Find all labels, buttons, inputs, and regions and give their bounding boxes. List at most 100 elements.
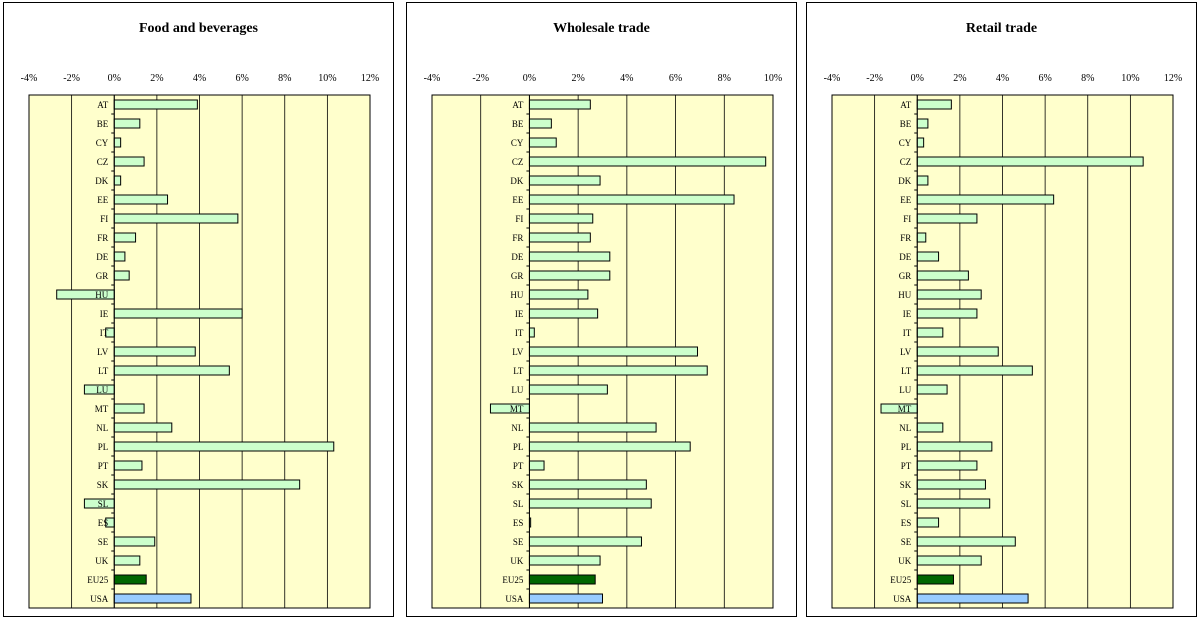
bar bbox=[113, 479, 301, 490]
x-tick-label: 2% bbox=[953, 73, 966, 84]
x-tick-label: -4% bbox=[21, 73, 38, 84]
category-label: UK bbox=[898, 556, 911, 566]
category-label: FR bbox=[97, 233, 108, 243]
bar bbox=[528, 308, 599, 319]
bar bbox=[916, 289, 982, 300]
x-tick-label: 0% bbox=[911, 73, 924, 84]
category-label: BE bbox=[900, 119, 912, 129]
bar bbox=[113, 137, 122, 148]
x-tick-label: 6% bbox=[1038, 73, 1051, 84]
category-label: PL bbox=[901, 442, 912, 452]
bar bbox=[916, 308, 978, 319]
bar bbox=[916, 346, 999, 357]
category-label: USA bbox=[505, 594, 524, 604]
bar bbox=[113, 156, 145, 167]
bar bbox=[113, 346, 196, 357]
bar bbox=[113, 194, 169, 205]
bar bbox=[113, 555, 141, 566]
category-label: PT bbox=[513, 461, 524, 471]
category-label: EE bbox=[512, 195, 523, 205]
category-label: SE bbox=[901, 537, 912, 547]
bar bbox=[916, 99, 952, 110]
category-label: MT bbox=[95, 404, 109, 414]
x-tick-label: 8% bbox=[278, 73, 291, 84]
category-label: ES bbox=[98, 518, 109, 528]
bar bbox=[916, 460, 978, 471]
chart-panel-food-and-beverages: Food and beverages -4% -2% 0% 2% 4% 6% 8% 10% 12… bbox=[3, 2, 394, 617]
bar bbox=[528, 555, 601, 566]
category-label: DE bbox=[899, 252, 911, 262]
x-tick-label: 10% bbox=[318, 73, 336, 84]
bar bbox=[528, 251, 611, 262]
bar bbox=[916, 422, 944, 433]
bar bbox=[113, 536, 156, 547]
category-label: IE bbox=[515, 309, 524, 319]
category-label: SK bbox=[97, 480, 109, 490]
category-label: GR bbox=[899, 271, 912, 281]
bar bbox=[916, 574, 954, 585]
category-label: DK bbox=[898, 176, 911, 186]
category-label: LU bbox=[96, 385, 108, 395]
bar bbox=[916, 251, 940, 262]
category-label: CZ bbox=[512, 157, 524, 167]
bar bbox=[528, 384, 608, 395]
category-label: FI bbox=[100, 214, 108, 224]
bar bbox=[528, 137, 557, 148]
category-label: UK bbox=[95, 556, 108, 566]
category-label: MT bbox=[510, 404, 524, 414]
bar bbox=[528, 593, 603, 604]
bar bbox=[113, 99, 198, 110]
bar bbox=[916, 536, 1016, 547]
category-label: LT bbox=[98, 366, 109, 376]
category-label: LU bbox=[899, 385, 911, 395]
category-label: FR bbox=[512, 233, 523, 243]
bar bbox=[528, 346, 698, 357]
bar bbox=[528, 99, 591, 110]
category-label: UK bbox=[510, 556, 523, 566]
bar bbox=[113, 574, 147, 585]
category-label: SL bbox=[901, 499, 912, 509]
bar bbox=[113, 593, 192, 604]
x-tick-label: 4% bbox=[193, 73, 206, 84]
category-label: CY bbox=[511, 138, 524, 148]
category-label: HU bbox=[898, 290, 911, 300]
category-label: GR bbox=[511, 271, 524, 281]
bar bbox=[916, 593, 1029, 604]
x-tick-label: 2% bbox=[571, 73, 584, 84]
category-label: DK bbox=[510, 176, 523, 186]
bar bbox=[916, 137, 925, 148]
x-tick-label: -2% bbox=[866, 73, 883, 84]
bar bbox=[916, 118, 929, 129]
category-label: PL bbox=[98, 442, 109, 452]
chart-title: Food and beverages bbox=[139, 21, 258, 36]
bar bbox=[916, 232, 927, 243]
bar bbox=[528, 232, 591, 243]
bar bbox=[113, 460, 143, 471]
bar bbox=[113, 251, 126, 262]
category-label: ES bbox=[901, 518, 912, 528]
x-tick-label: 2% bbox=[150, 73, 163, 84]
bar bbox=[916, 194, 1055, 205]
x-tick-label: 4% bbox=[996, 73, 1009, 84]
bar bbox=[528, 536, 642, 547]
bar bbox=[916, 327, 944, 338]
category-label: DE bbox=[511, 252, 523, 262]
bar bbox=[113, 422, 173, 433]
category-label: EE bbox=[900, 195, 911, 205]
category-label: NL bbox=[511, 423, 523, 433]
category-label: FR bbox=[900, 233, 911, 243]
bar bbox=[916, 517, 940, 528]
category-label: SE bbox=[513, 537, 524, 547]
bar bbox=[113, 441, 335, 452]
x-tick-label: 8% bbox=[718, 73, 731, 84]
category-label: IE bbox=[903, 309, 912, 319]
category-label: DE bbox=[96, 252, 108, 262]
bar bbox=[113, 232, 137, 243]
category-label: MT bbox=[898, 404, 912, 414]
bar bbox=[113, 270, 130, 281]
category-label: LT bbox=[513, 366, 524, 376]
category-label: IT bbox=[515, 328, 524, 338]
bar bbox=[528, 194, 735, 205]
bar bbox=[916, 213, 978, 224]
category-label: CY bbox=[96, 138, 109, 148]
